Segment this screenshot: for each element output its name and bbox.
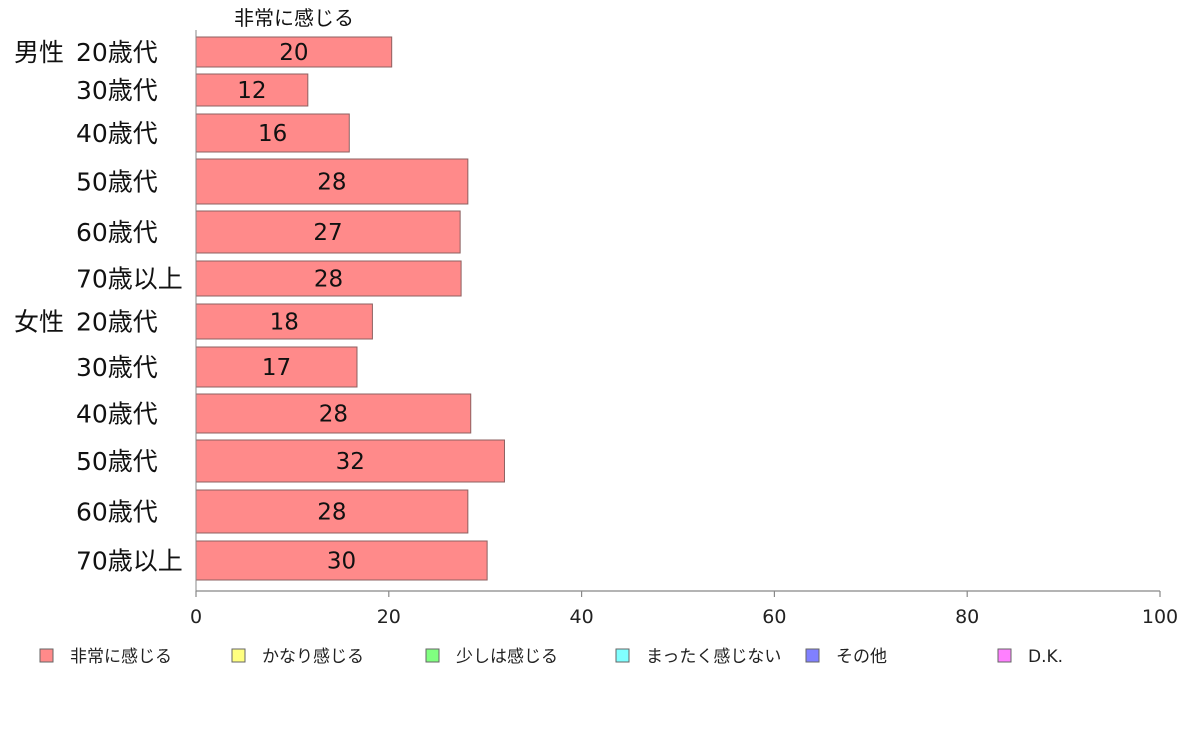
bar-value-label: 18 bbox=[270, 310, 299, 336]
legend-swatch bbox=[805, 648, 820, 663]
x-tick-label: 0 bbox=[190, 606, 202, 628]
category-label: 40歳代 bbox=[76, 400, 158, 429]
bar-value-label: 30 bbox=[327, 549, 356, 575]
x-tick-label: 80 bbox=[955, 606, 979, 628]
bar bbox=[195, 439, 505, 483]
bar-value-label: 32 bbox=[336, 449, 365, 475]
bar bbox=[195, 210, 461, 254]
bar bbox=[195, 489, 469, 534]
x-tick-label: 60 bbox=[762, 606, 786, 628]
category-labels: 20歳代 30歳代 40歳代 50歳代 60歳代 70歳以上 20歳代 30歳代 40歳代 50歳… bbox=[76, 38, 183, 576]
bar-value-label: 20 bbox=[279, 40, 308, 66]
category-label: 20歳代 bbox=[76, 38, 158, 67]
bar-value-label: 12 bbox=[237, 78, 266, 104]
category-label: 60歳代 bbox=[76, 218, 158, 247]
x-tick-label: 20 bbox=[377, 606, 401, 628]
bar-value-label: 16 bbox=[258, 121, 287, 147]
legend: 非常に感じる かなり感じる 少しは感じる まったく感じない その他 D.K. bbox=[39, 647, 1063, 667]
column-header: 非常に感じる bbox=[234, 6, 354, 30]
bar-value-label: 28 bbox=[319, 402, 348, 428]
legend-label: かなり感じる bbox=[262, 647, 364, 667]
bars bbox=[195, 36, 505, 581]
category-label: 30歳代 bbox=[76, 353, 158, 382]
group-label: 男性 bbox=[14, 38, 64, 67]
bar-value-label: 28 bbox=[317, 170, 346, 196]
bar-value-label: 17 bbox=[262, 355, 291, 381]
category-label: 50歳代 bbox=[76, 447, 158, 476]
legend-label: 非常に感じる bbox=[70, 647, 172, 667]
legend-label: 少しは感じる bbox=[456, 647, 558, 667]
legend-label: まったく感じない bbox=[646, 647, 781, 667]
bar bbox=[195, 113, 350, 153]
bar-value-label: 27 bbox=[313, 220, 342, 246]
x-tick-label: 40 bbox=[570, 606, 594, 628]
legend-swatch bbox=[997, 648, 1012, 663]
x-tick-label: 100 bbox=[1142, 606, 1178, 628]
category-label: 70歳以上 bbox=[76, 265, 183, 294]
category-label: 70歳以上 bbox=[76, 547, 183, 576]
legend-swatch bbox=[39, 648, 54, 663]
category-label: 40歳代 bbox=[76, 119, 158, 148]
legend-swatch bbox=[425, 648, 440, 663]
category-label: 20歳代 bbox=[76, 308, 158, 337]
bar bbox=[195, 36, 393, 68]
bar bbox=[195, 303, 373, 340]
legend-label: D.K. bbox=[1028, 647, 1063, 667]
category-label: 60歳代 bbox=[76, 498, 158, 527]
value-labels: 20 12 16 28 27 28 18 17 28 32 28 30 bbox=[237, 40, 365, 575]
x-axis: 0 20 40 60 80 100 bbox=[190, 30, 1178, 628]
category-label: 50歳代 bbox=[76, 168, 158, 197]
bar bbox=[195, 73, 309, 107]
bar-value-label: 28 bbox=[314, 267, 343, 293]
bar bbox=[195, 158, 469, 205]
legend-swatch bbox=[231, 648, 246, 663]
bar-value-label: 28 bbox=[317, 500, 346, 526]
legend-swatch bbox=[615, 648, 630, 663]
category-label: 30歳代 bbox=[76, 76, 158, 105]
bar bbox=[195, 540, 488, 581]
group-label: 女性 bbox=[14, 308, 64, 337]
legend-label: その他 bbox=[836, 647, 887, 667]
